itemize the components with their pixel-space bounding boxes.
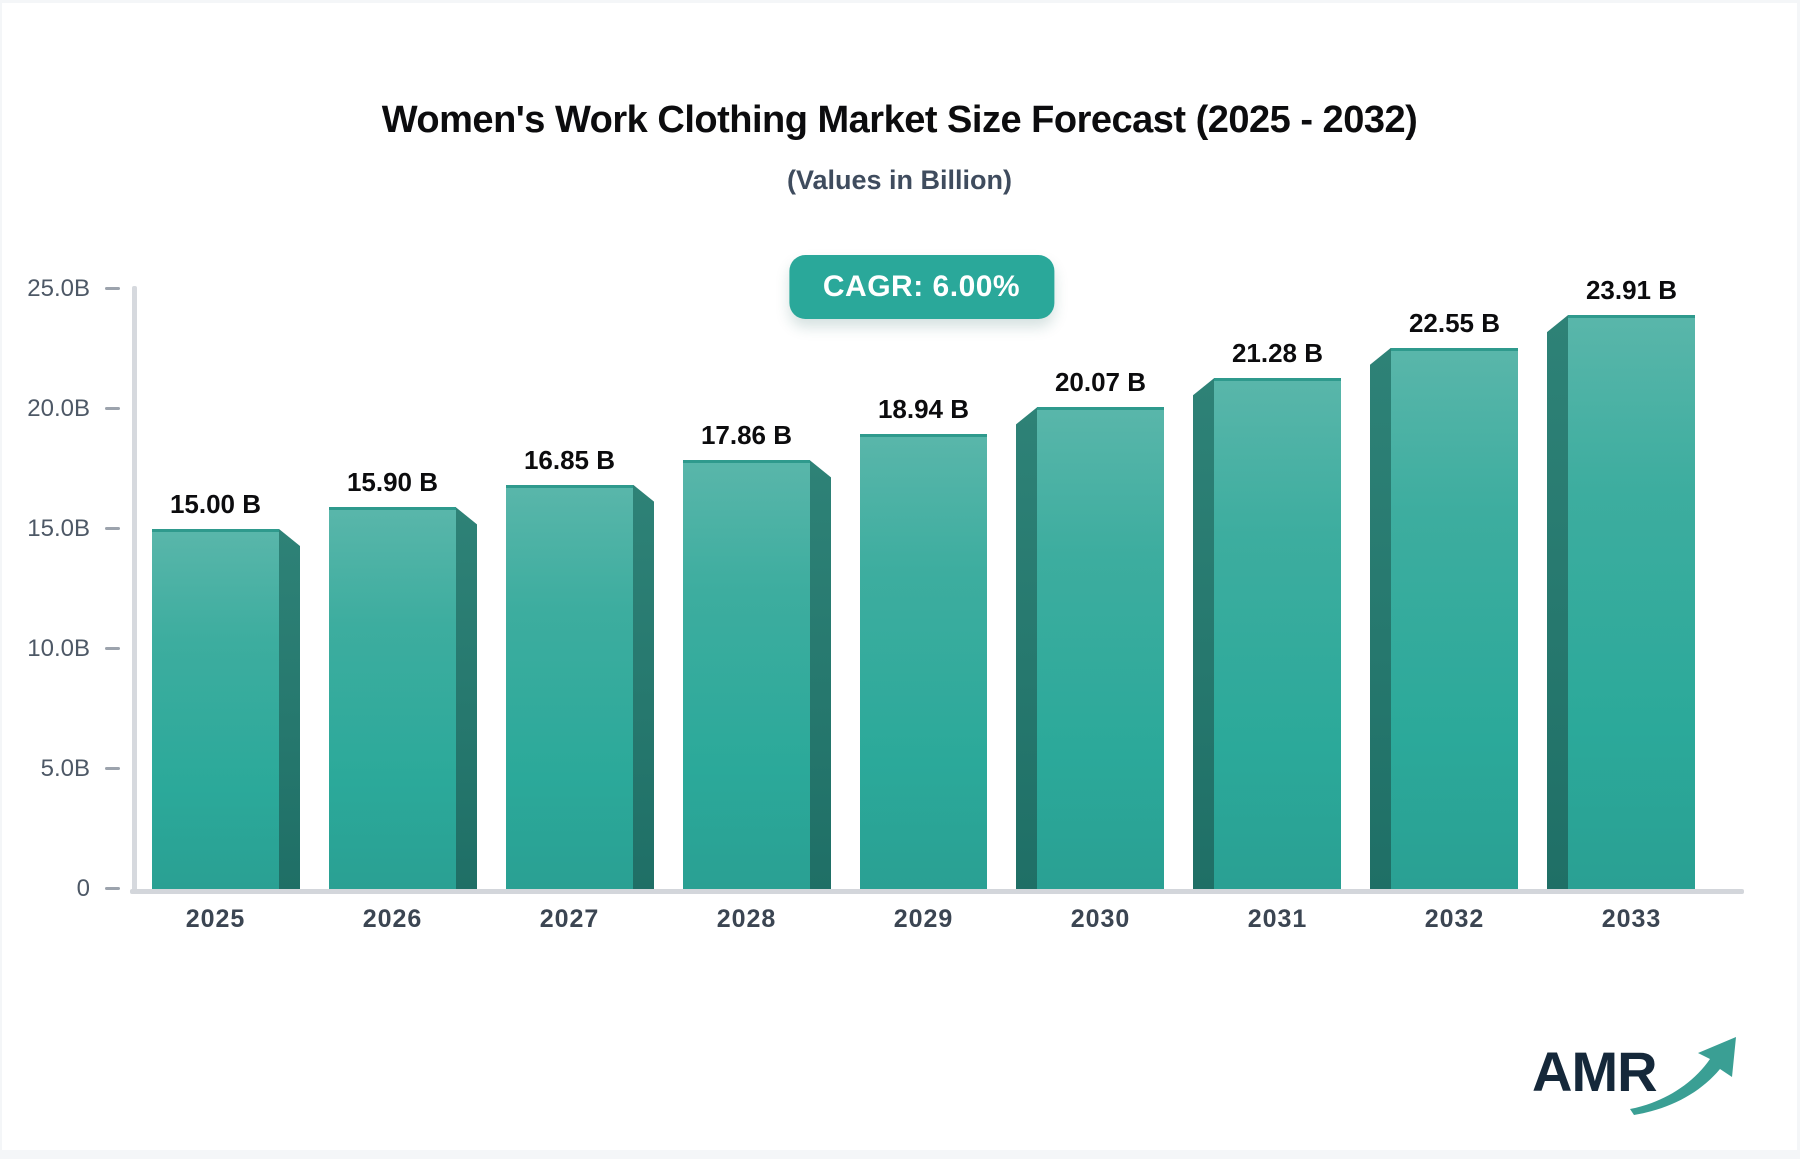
x-axis-label-2031: 2031 <box>1247 905 1308 933</box>
chart-subtitle: (Values in Billion) <box>786 165 1013 195</box>
bar-3d-side <box>1016 407 1037 889</box>
chart-title: Women's Work Clothing Market Size Foreca… <box>381 99 1418 141</box>
bar-3d-side <box>456 507 477 889</box>
y-tick-mark <box>105 767 120 770</box>
bar-value-label: 18.94 B <box>877 394 970 425</box>
bar-2032 <box>1391 347 1518 889</box>
y-tick-mark <box>105 887 120 890</box>
x-axis-label-2033: 2033 <box>1601 905 1662 933</box>
y-tick-mark <box>105 407 120 410</box>
bar-value-label: 15.00 B <box>169 489 262 519</box>
growth-arrow-icon <box>1630 1037 1736 1115</box>
x-axis-label-2032: 2032 <box>1424 905 1485 933</box>
bar-value-label: 23.91 B <box>1585 275 1678 306</box>
amr-logo-text: AMR <box>1532 1040 1658 1103</box>
bar-3d-side <box>1547 315 1568 889</box>
y-tick-mark <box>105 527 120 530</box>
bar-value-label: 16.85 B <box>523 444 616 475</box>
bar-3d-side <box>810 460 831 889</box>
bar-value-label: 20.07 B <box>1054 367 1147 398</box>
bar-2029 <box>860 434 987 889</box>
bar-2033 <box>1568 315 1695 889</box>
chart-card: Women's Work Clothing Market Size Foreca… <box>2 3 1797 1150</box>
bar-3d-side <box>1193 378 1214 889</box>
x-axis-label-2027: 2027 <box>539 905 600 933</box>
y-tick-mark <box>105 647 120 650</box>
plot-area: 0 5.0B 10.0B 15.0B 20.0B 25.0B 15.00 B 2025 15.9… <box>2 3 1800 1159</box>
bar-value-label: 22.55 B <box>1408 307 1501 338</box>
bar-3d-side <box>1370 347 1391 889</box>
bar-2030 <box>1037 407 1164 889</box>
bar-2025 <box>152 529 279 889</box>
x-axis-label-2026: 2026 <box>362 905 423 933</box>
bar-2026 <box>329 507 456 889</box>
x-axis-label-2025: 2025 <box>185 905 246 933</box>
amr-logo: AMR <box>1532 1031 1742 1121</box>
y-tick-label: 25.0B <box>27 275 90 302</box>
y-tick-label: 5.0B <box>40 755 90 782</box>
x-axis-label-2028: 2028 <box>716 905 777 933</box>
y-tick-label: 10.0B <box>27 635 90 662</box>
bar-3d-side <box>633 484 654 889</box>
bar-value-label: 17.86 B <box>700 420 793 451</box>
x-axis-label-2029: 2029 <box>893 905 954 933</box>
bar-2027 <box>506 484 633 889</box>
x-axis-baseline <box>130 889 1744 894</box>
y-tick-label: 0 <box>76 875 90 902</box>
x-axis-label-2030: 2030 <box>1070 905 1131 933</box>
bar-value-label: 21.28 B <box>1231 338 1324 369</box>
cagr-badge: CAGR: 6.00% <box>788 255 1055 319</box>
bar-2028 <box>683 460 810 889</box>
y-axis-line <box>132 286 137 893</box>
y-tick-label: 20.0B <box>27 395 90 422</box>
bar-2031 <box>1214 378 1341 889</box>
bar-value-label: 15.90 B <box>346 467 439 498</box>
y-tick-mark <box>105 287 120 290</box>
bar-3d-side <box>279 529 300 889</box>
y-tick-label: 15.0B <box>27 515 90 542</box>
